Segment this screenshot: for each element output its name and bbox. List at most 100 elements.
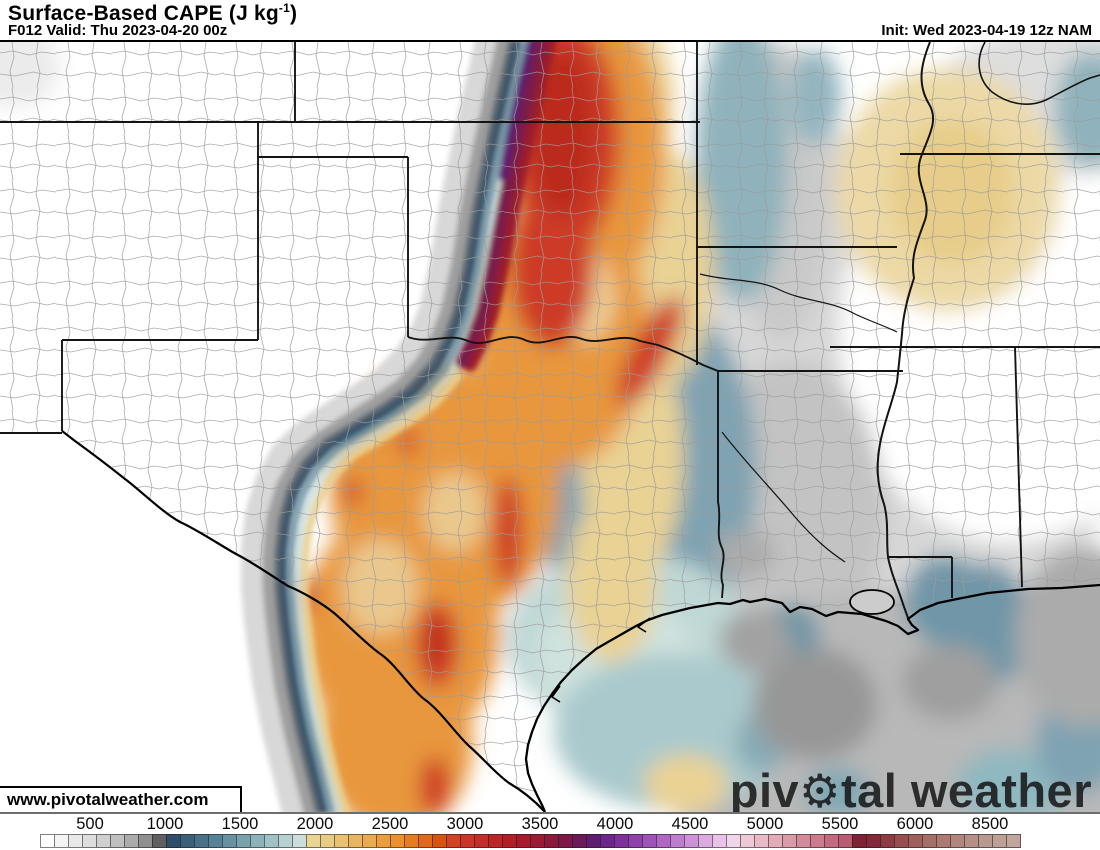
mississippi-river [876, 42, 934, 619]
colorbar-tick: 500 [76, 815, 104, 833]
colorbar-tick: 2000 [296, 815, 334, 833]
colorbar-cell [642, 834, 657, 848]
colorbar-cell [306, 834, 321, 848]
colorbar-cell [726, 834, 741, 848]
colorbar-cell [684, 834, 699, 848]
colorbar-cell [250, 834, 265, 848]
colorbar-cell [600, 834, 615, 848]
colorbar-cell [572, 834, 587, 848]
cape-map-svg [0, 42, 1100, 812]
colorbar-tick: 4000 [596, 815, 634, 833]
colorbar-cell [362, 834, 377, 848]
website-url-overlay: www.pivotalweather.com [0, 786, 242, 812]
colorbar-cell [516, 834, 531, 848]
gear-icon: ⚙ [799, 765, 841, 817]
colorbar-cell [334, 834, 349, 848]
colorbar-cell [698, 834, 713, 848]
colorbar-cell [992, 834, 1007, 848]
colorbar-cell [152, 834, 167, 848]
colorbar-cell [1006, 834, 1021, 848]
colorbar-cell [782, 834, 797, 848]
colorbar-cell [558, 834, 573, 848]
colorbar-tick: 4500 [671, 815, 709, 833]
colorbar-cell [418, 834, 433, 848]
colorbar-cell [166, 834, 181, 848]
colorbar-cell [656, 834, 671, 848]
colorbar-tick: 3500 [521, 815, 559, 833]
colorbar-cell [208, 834, 223, 848]
colorbar-tick: 1000 [146, 815, 184, 833]
arkansas-river [699, 273, 898, 333]
colorbar-cell [236, 834, 251, 848]
colorbar-tick: 3000 [446, 815, 484, 833]
colorbar-cell [614, 834, 629, 848]
colorbar: 500 1000 1500 2000 2500 3000 3500 4000 4500 5000 5… [0, 812, 1100, 850]
title-superscript: -1 [278, 1, 290, 15]
colorbar-tick: 1500 [221, 815, 259, 833]
coastline [61, 430, 1100, 812]
colorbar-cell [824, 834, 839, 848]
colorbar-tick: 6000 [896, 815, 934, 833]
colorbar-cell [376, 834, 391, 848]
state-borders [0, 42, 1100, 599]
colorbar-cell [964, 834, 979, 848]
colorbar-cell [502, 834, 517, 848]
header: Surface-Based CAPE (J kg-1) F012 Valid: … [0, 0, 1100, 40]
colorbar-cell [488, 834, 503, 848]
rio-grande [61, 430, 546, 812]
valid-time-label: F012 Valid: Thu 2023-04-20 00z [8, 22, 228, 39]
colorbar-cell [194, 834, 209, 848]
colorbar-cell [320, 834, 335, 848]
colorbar-cell [180, 834, 195, 848]
colorbar-cell [68, 834, 83, 848]
page-title: Surface-Based CAPE (J kg-1) [8, 1, 298, 25]
colorbar-cell [544, 834, 559, 848]
colorbar-cell [124, 834, 139, 848]
colorbar-cell [628, 834, 643, 848]
colorbar-cells [40, 834, 1021, 848]
colorbar-ticks: 500 1000 1500 2000 2500 3000 3500 4000 4500 5000 5… [0, 815, 1100, 833]
colorbar-cell [978, 834, 993, 848]
rivers [699, 42, 1100, 619]
colorbar-tick: 8500 [971, 815, 1009, 833]
colorbar-cell [810, 834, 825, 848]
colorbar-cell [390, 834, 405, 848]
colorbar-tick: 2500 [371, 815, 409, 833]
colorbar-cell [866, 834, 881, 848]
colorbar-cell [82, 834, 97, 848]
cape-map: www.pivotalweather.com piv⚙tal weather [0, 40, 1100, 817]
colorbar-cell [278, 834, 293, 848]
colorbar-cell [768, 834, 783, 848]
colorbar-cell [950, 834, 965, 848]
colorbar-cell [110, 834, 125, 848]
colorbar-cell [96, 834, 111, 848]
colorbar-cell [446, 834, 461, 848]
colorbar-cell [432, 834, 447, 848]
colorbar-cell [838, 834, 853, 848]
colorbar-cell [936, 834, 951, 848]
colorbar-cell [474, 834, 489, 848]
colorbar-tick: 5000 [746, 815, 784, 833]
init-time-label: Init: Wed 2023-04-19 12z NAM [881, 22, 1092, 39]
tennessee-river [978, 42, 1100, 105]
colorbar-cell [880, 834, 895, 848]
colorbar-cell [40, 834, 55, 848]
colorbar-cell [404, 834, 419, 848]
colorbar-cell [922, 834, 937, 848]
colorbar-cell [292, 834, 307, 848]
colorbar-cell [754, 834, 769, 848]
colorbar-cell [670, 834, 685, 848]
colorbar-cell [54, 834, 69, 848]
colorbar-cell [712, 834, 727, 848]
red-river-la [721, 431, 846, 563]
colorbar-cell [894, 834, 909, 848]
colorbar-cell [908, 834, 923, 848]
colorbar-cell [586, 834, 601, 848]
brand-watermark: piv⚙tal weather [729, 764, 1092, 817]
colorbar-cell [796, 834, 811, 848]
colorbar-cell [530, 834, 545, 848]
colorbar-cell [264, 834, 279, 848]
colorbar-cell [348, 834, 363, 848]
colorbar-cell [740, 834, 755, 848]
colorbar-cell [222, 834, 237, 848]
